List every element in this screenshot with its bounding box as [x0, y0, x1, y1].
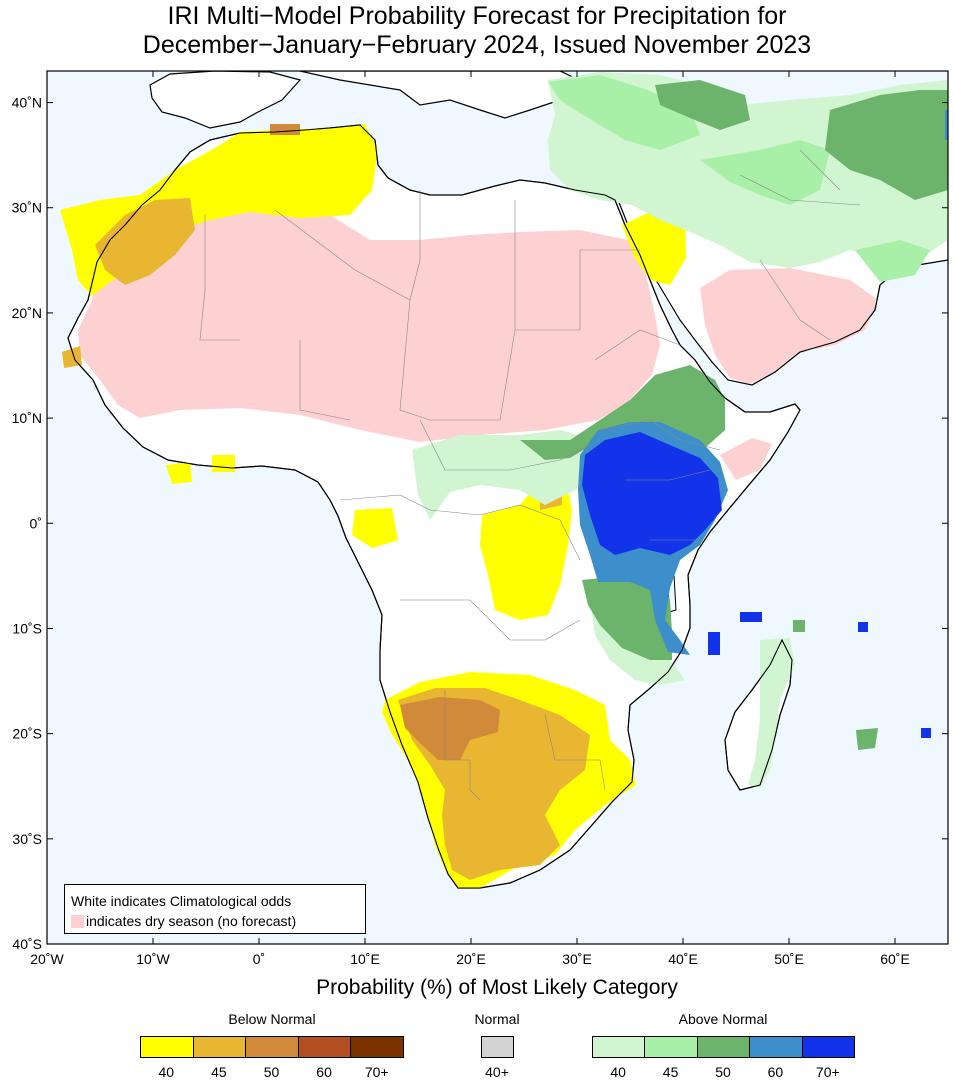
legend-swatch-above-0	[592, 1036, 646, 1058]
legend-label-below-2: 50	[263, 1064, 280, 1080]
dry-season-swatch	[71, 915, 84, 928]
y-tick-label: 40˚S	[12, 936, 42, 952]
legend-swatch-below-0	[140, 1036, 194, 1058]
legend-swatch-below-2	[245, 1036, 299, 1058]
legend-swatch-above-4	[801, 1036, 855, 1058]
dry-season-note-text: indicates dry season (no forecast)	[86, 913, 297, 929]
country-borders	[199, 149, 861, 801]
axis-ticks	[46, 71, 948, 945]
legend-label-above-0: 40	[610, 1064, 626, 1080]
y-tick-label: 10˚S	[12, 620, 42, 636]
map-note-box: White indicates Climatological odds indi…	[64, 884, 366, 934]
legend-label-below-0: 40	[158, 1064, 175, 1080]
legend-label-normal-0: 40+	[485, 1064, 509, 1080]
above-normal-70-regions	[582, 432, 931, 738]
x-tick-label: 20˚W	[30, 951, 64, 967]
map-title-line-1: IRI Multi−Model Probability Forecast for…	[167, 2, 787, 30]
coastlines	[67, 124, 881, 889]
plot-frame	[46, 70, 949, 945]
y-tick-label: 20˚N	[12, 305, 42, 321]
legend-below-normal-title: Below Normal	[228, 1011, 316, 1027]
legend-label-above-4: 70+	[815, 1064, 840, 1080]
x-tick-label: 0˚	[253, 951, 265, 967]
legend-swatch-normal-0	[481, 1036, 514, 1058]
legend-normal-title: Normal	[474, 1011, 520, 1027]
legend-swatch-below-3	[297, 1036, 352, 1058]
legend-swatch-above-3	[749, 1036, 803, 1058]
dry-season-note: indicates dry season (no forecast)	[71, 911, 359, 931]
y-tick-label: 30˚S	[12, 831, 42, 847]
y-tick-label: 10˚N	[12, 410, 42, 426]
legend-swatch-above-2	[696, 1036, 751, 1058]
y-tick-label: 30˚N	[12, 200, 42, 216]
above-normal-45-regions	[548, 75, 930, 282]
x-tick-label: 10˚W	[136, 951, 170, 967]
y-tick-label: 40˚N	[12, 95, 42, 111]
legend-swatch-below-1	[192, 1036, 247, 1058]
colorbar-caption: Probability (%) of Most Likely Category	[316, 976, 678, 999]
legend-label-above-3: 60	[767, 1064, 784, 1080]
dry-season-regions	[78, 210, 878, 480]
x-tick-label: 50˚E	[774, 951, 804, 967]
legend-label-below-1: 45	[211, 1064, 227, 1080]
y-tick-label: 20˚S	[12, 726, 42, 742]
legend-label-below-4: 70+	[364, 1064, 389, 1080]
legend-swatch-below-4	[350, 1036, 404, 1058]
legend-swatch-above-1	[644, 1036, 698, 1058]
map-title-line-2: December−January−February 2024, Issued N…	[142, 31, 812, 59]
legend-label-above-2: 50	[715, 1064, 731, 1080]
iberia-landmass	[149, 71, 302, 129]
x-tick-label: 30˚E	[562, 951, 592, 967]
axis-tick-labels: 20˚W 10˚W 0˚ 10˚E 20˚E 30˚E 40˚E 50˚E 60˚E 40˚N 30…	[12, 95, 910, 967]
x-tick-label: 60˚E	[880, 951, 910, 967]
y-tick-label: 0˚	[30, 515, 42, 531]
legend-label-above-1: 45	[662, 1064, 679, 1080]
x-tick-label: 10˚E	[350, 951, 380, 967]
legend-above-normal-title: Above Normal	[678, 1011, 768, 1027]
legend-label-below-3: 60	[316, 1064, 332, 1080]
climatological-odds-note: White indicates Climatological odds	[71, 893, 292, 909]
x-tick-label: 40˚E	[668, 951, 698, 967]
x-tick-label: 20˚E	[456, 951, 486, 967]
